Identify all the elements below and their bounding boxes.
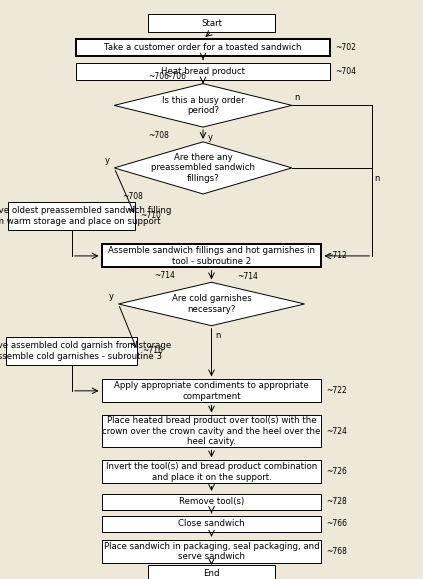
- Text: Apply appropriate condiments to appropriate
compartment: Apply appropriate condiments to appropri…: [114, 381, 309, 401]
- Text: Place sandwich in packaging, seal packaging, and
serve sandwich: Place sandwich in packaging, seal packag…: [104, 541, 319, 561]
- Text: ~726: ~726: [327, 467, 347, 477]
- Polygon shape: [114, 84, 292, 127]
- Text: n: n: [374, 174, 380, 183]
- Text: ~714: ~714: [154, 271, 176, 280]
- Text: Remove tool(s): Remove tool(s): [179, 497, 244, 507]
- Text: ~706: ~706: [148, 72, 169, 82]
- Text: ~706: ~706: [165, 72, 186, 81]
- Text: ~766: ~766: [327, 519, 348, 529]
- Polygon shape: [118, 283, 305, 325]
- Text: ~702: ~702: [335, 43, 356, 52]
- Text: ~708: ~708: [148, 130, 169, 140]
- Text: ~768: ~768: [327, 547, 347, 556]
- Text: Close sandwich: Close sandwich: [178, 519, 245, 529]
- Text: ~704: ~704: [335, 67, 356, 76]
- Text: n: n: [216, 331, 221, 340]
- Polygon shape: [114, 142, 292, 194]
- FancyBboxPatch shape: [148, 14, 275, 32]
- Text: ~708: ~708: [123, 192, 143, 201]
- FancyBboxPatch shape: [8, 202, 135, 230]
- FancyBboxPatch shape: [102, 460, 321, 483]
- Text: ~710: ~710: [140, 211, 161, 221]
- Text: Invert the tool(s) and bread product combination
and place it on the support.: Invert the tool(s) and bread product com…: [106, 462, 317, 482]
- FancyBboxPatch shape: [6, 337, 137, 365]
- FancyBboxPatch shape: [102, 516, 321, 532]
- Text: ~714: ~714: [237, 272, 258, 281]
- FancyBboxPatch shape: [76, 63, 330, 80]
- Text: Assemble sandwich fillings and hot garnishes in
tool - subroutine 2: Assemble sandwich fillings and hot garni…: [108, 246, 315, 266]
- Text: y: y: [109, 292, 114, 301]
- Text: Are there any
preassembled sandwich
fillings?: Are there any preassembled sandwich fill…: [151, 153, 255, 183]
- Text: ~724: ~724: [327, 427, 347, 436]
- Text: Retrieve assembled cold garnish from storage
or assemble cold garnishes - subrou: Retrieve assembled cold garnish from sto…: [0, 341, 172, 361]
- Text: Start: Start: [201, 19, 222, 28]
- Text: y: y: [105, 156, 110, 165]
- Text: y: y: [207, 133, 212, 142]
- FancyBboxPatch shape: [102, 540, 321, 563]
- Text: Place heated bread product over tool(s) with the
crown over the crown cavity and: Place heated bread product over tool(s) …: [102, 416, 321, 446]
- FancyBboxPatch shape: [102, 416, 321, 447]
- Text: Retrieve oldest preassembled sandwich filling
from warm storage and place on sup: Retrieve oldest preassembled sandwich fi…: [0, 206, 171, 226]
- FancyBboxPatch shape: [148, 565, 275, 579]
- Text: Take a customer order for a toasted sandwich: Take a customer order for a toasted sand…: [104, 43, 302, 52]
- Text: ~712: ~712: [327, 251, 347, 261]
- Text: n: n: [294, 93, 299, 102]
- Text: Heat bread product: Heat bread product: [161, 67, 245, 76]
- Text: Is this a busy order
period?: Is this a busy order period?: [162, 96, 244, 115]
- Text: End: End: [203, 569, 220, 578]
- FancyBboxPatch shape: [76, 39, 330, 56]
- Text: ~716: ~716: [143, 346, 163, 356]
- Text: Are cold garnishes
necessary?: Are cold garnishes necessary?: [172, 294, 251, 314]
- FancyBboxPatch shape: [102, 244, 321, 267]
- Text: ~722: ~722: [327, 386, 347, 395]
- Text: ~728: ~728: [327, 497, 347, 507]
- FancyBboxPatch shape: [102, 379, 321, 402]
- FancyBboxPatch shape: [102, 494, 321, 510]
